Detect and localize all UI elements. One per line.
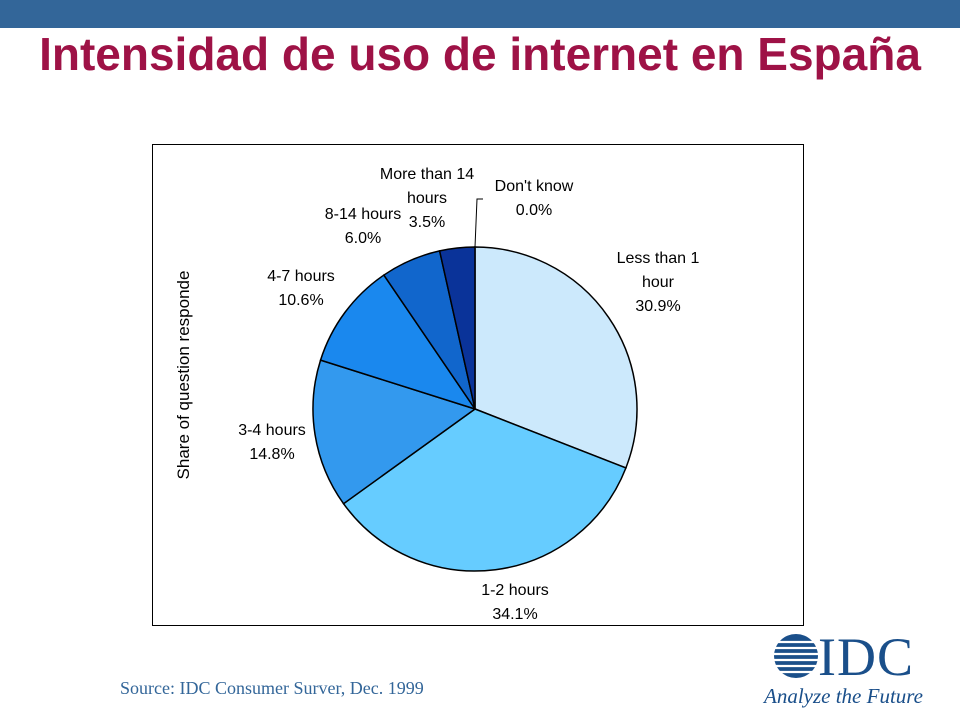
slice-label-1-2-hours: 1-2 hours 34.1% [481,582,549,623]
chart-frame: Share of question responde Less than 1 hou… [152,144,804,626]
slice-label-8-14-hours: 8-14 hours 6.0% [325,206,402,247]
slice-label-less-than-1-hour: Less than 1 hour 30.9% [617,250,700,315]
y-axis-label: Share of question responde [174,271,193,480]
slice-label-4-7-hours: 4-7 hours 10.6% [267,268,335,309]
idc-globe-icon [774,634,818,678]
idc-logo-text: IDC [818,627,914,687]
top-bar [0,0,960,28]
pie-slice-1-2-hours [342,408,627,572]
slide-title: Intensidad de uso de internet en España [39,28,921,80]
logo-tagline: Analyze the Future [764,684,924,708]
slice-label-3-4-hours: 3-4 hours 14.8% [238,422,306,463]
slice-label-don-t-know: Don't know 0.0% [495,178,574,219]
pie-slice-less-than-1-hour [474,246,638,469]
slice-label-more-than-14-hours: More than 14 hours 3.5% [380,166,474,231]
pie-slice-4-7-hours [319,274,477,411]
pie-slice-more-than-14-hours [438,246,476,410]
pie-slice-3-4-hours [312,359,477,505]
source-note: Source: IDC Consumer Surver, Dec. 1999 [120,678,424,698]
leader-line-dont-know [474,198,483,248]
pie-chart: Share of question responde Less than 1 hou… [174,166,700,623]
